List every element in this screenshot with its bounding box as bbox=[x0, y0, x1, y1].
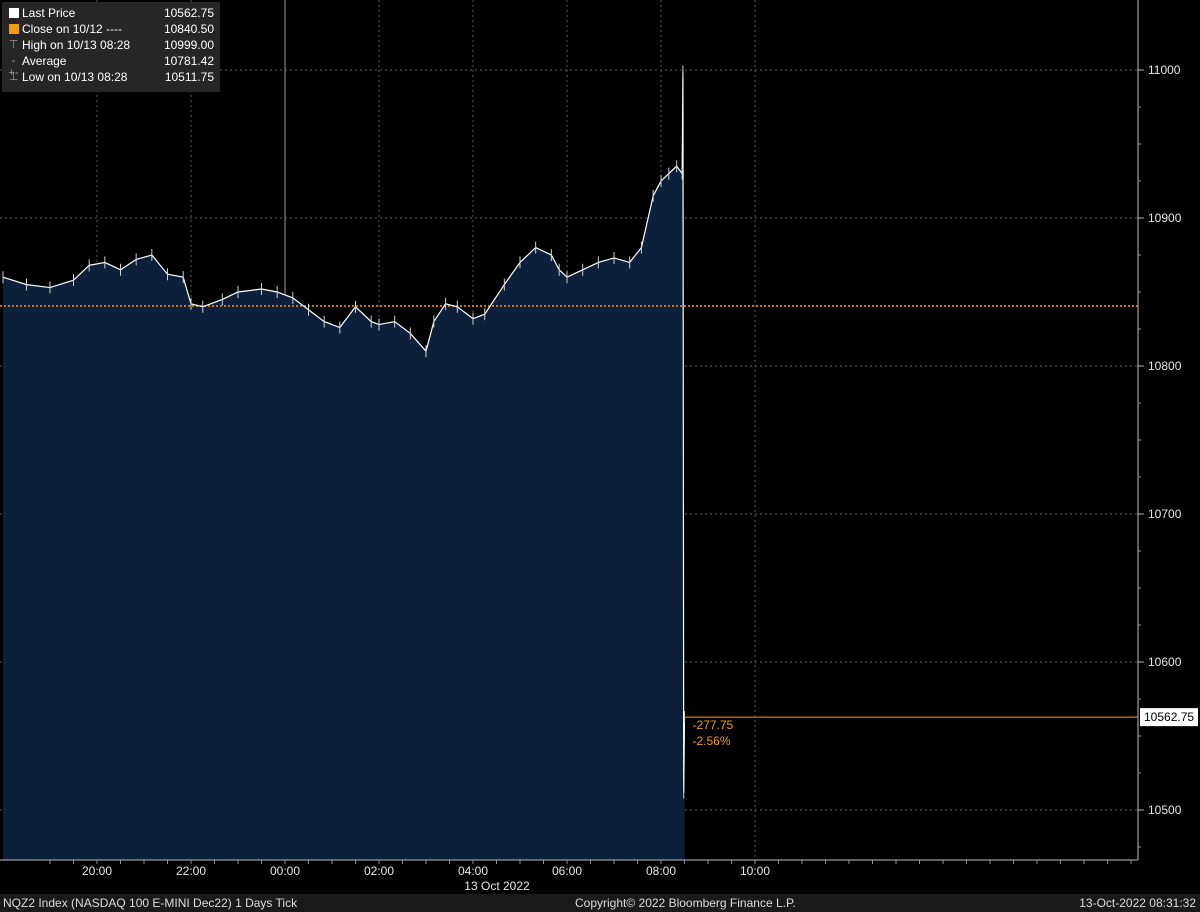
legend-row-last-price[interactable]: Last Price 10562.75 bbox=[2, 5, 220, 21]
area-fill bbox=[3, 71, 685, 861]
legend: Last Price 10562.75 Close on 10/12 ---- … bbox=[2, 2, 220, 92]
y-tick-label: 10900 bbox=[1148, 211, 1182, 225]
square-orange-icon bbox=[8, 23, 19, 35]
x-date-label: 13 Oct 2022 bbox=[464, 879, 530, 893]
legend-value: 10840.50 bbox=[163, 22, 214, 36]
high-marker-icon: ⊤ bbox=[8, 39, 19, 51]
x-tick-label: 22:00 bbox=[176, 864, 206, 878]
timestamp: 13-Oct-2022 08:31:32 bbox=[1079, 896, 1196, 910]
y-tick-label: 10700 bbox=[1148, 507, 1182, 521]
legend-value: 10999.00 bbox=[163, 38, 214, 52]
legend-row-average[interactable]: -+- Average 10781.42 bbox=[2, 53, 220, 79]
legend-value: 10562.75 bbox=[163, 6, 214, 20]
legend-value: 10781.42 bbox=[163, 54, 214, 68]
legend-value: 10511.75 bbox=[164, 70, 214, 84]
legend-row-low[interactable]: ⊥ Low on 10/13 08:28 10511.75 bbox=[2, 69, 220, 85]
legend-label: Last Price bbox=[22, 6, 76, 20]
change-pct-label: -2.56% bbox=[693, 734, 731, 748]
price-line bbox=[2, 65, 686, 799]
legend-label: Average bbox=[22, 54, 67, 68]
y-tick-label: 11000 bbox=[1148, 63, 1181, 77]
x-tick-label: 00:00 bbox=[270, 864, 300, 878]
y-tick-label: 10500 bbox=[1148, 803, 1182, 817]
copyright-text: Copyright© 2022 Bloomberg Finance L.P. bbox=[575, 896, 796, 910]
low-marker-icon: ⊥ bbox=[8, 71, 19, 83]
chart-labels: 10562.75 -277.75 -2.56% bbox=[684, 708, 1198, 748]
x-tick-label: 20:00 bbox=[82, 864, 112, 878]
x-tick-label: 10:00 bbox=[740, 864, 770, 878]
last-price-label: 10562.75 bbox=[1144, 710, 1194, 724]
price-area bbox=[3, 71, 685, 861]
legend-row-close[interactable]: Close on 10/12 ---- 10840.50 bbox=[2, 21, 220, 37]
last-price-box bbox=[1140, 708, 1198, 727]
x-tick-label: 04:00 bbox=[458, 864, 488, 878]
x-tick-label: 06:00 bbox=[552, 864, 582, 878]
y-tick-label: 10800 bbox=[1148, 359, 1182, 373]
average-marker-icon: -+- bbox=[8, 55, 19, 79]
y-tick-label: 10600 bbox=[1148, 655, 1182, 669]
footer-bar: NQZ2 Index (NASDAQ 100 E-MINI Dec22) 1 D… bbox=[0, 894, 1200, 912]
legend-label: High on 10/13 08:28 bbox=[22, 38, 131, 52]
square-white-icon bbox=[8, 7, 19, 19]
legend-label: Close on 10/12 ---- bbox=[22, 22, 123, 36]
change-abs-label: -277.75 bbox=[693, 718, 734, 732]
x-tick-label: 08:00 bbox=[646, 864, 676, 878]
legend-label: Low on 10/13 08:28 bbox=[22, 70, 128, 84]
x-tick-label: 02:00 bbox=[364, 864, 394, 878]
security-description: NQZ2 Index (NASDAQ 100 E-MINI Dec22) 1 D… bbox=[3, 896, 298, 910]
legend-row-high[interactable]: ⊤ High on 10/13 08:28 10999.00 bbox=[2, 37, 220, 53]
axes: 10500 10600 10700 10800 10900 11000 20:00 22:00… bbox=[0, 0, 1182, 893]
